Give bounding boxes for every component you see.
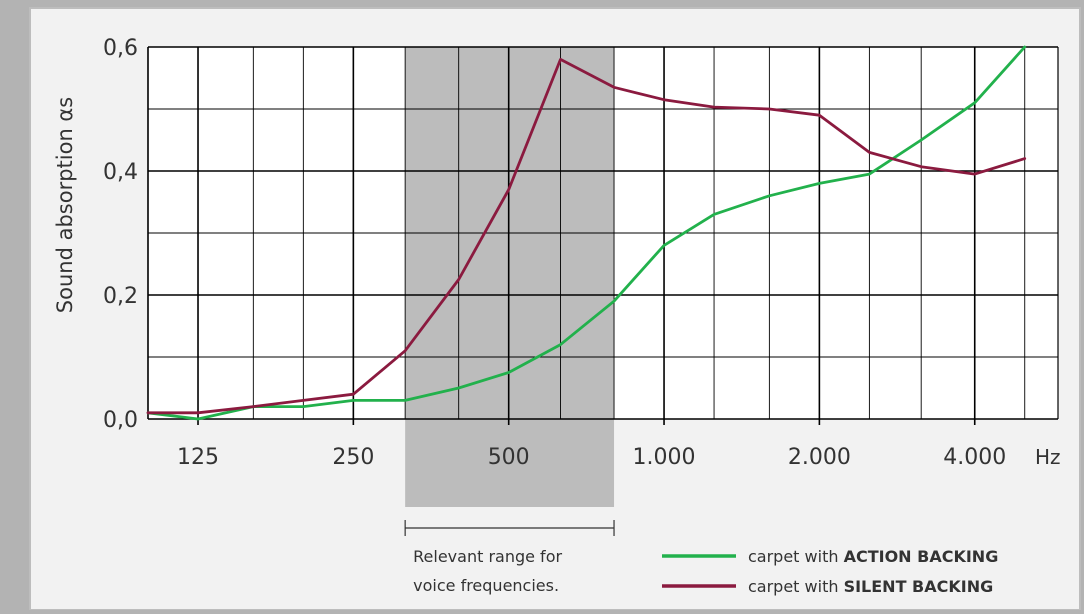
x-tick-label: 125 (177, 445, 219, 470)
x-tick-label: 4.000 (943, 445, 1006, 470)
legend-entry-prefix: carpet with (748, 577, 844, 596)
x-tick-label: 500 (488, 445, 530, 470)
x-unit-label: Hz (1035, 445, 1061, 469)
legend-entry: carpet with SILENT BACKING (748, 577, 993, 596)
y-tick-label: 0,4 (103, 160, 138, 185)
x-tick-label: 1.000 (633, 445, 696, 470)
legend-entry: carpet with ACTION BACKING (748, 547, 998, 566)
bracket-label-line: voice frequencies. (413, 576, 559, 595)
y-tick-label: 0,2 (103, 284, 138, 309)
y-axis-label: Sound absorption αs (53, 97, 77, 313)
y-tick-label: 0,6 (103, 36, 138, 61)
series-line-action-backing (146, 45, 1027, 421)
legend-entry-bold: SILENT BACKING (844, 577, 994, 596)
x-tick-label: 250 (332, 445, 374, 470)
legend-entry-prefix: carpet with (748, 547, 844, 566)
x-tick-label: 2.000 (788, 445, 851, 470)
y-tick-label: 0,0 (103, 408, 138, 433)
legend-entry-bold: ACTION BACKING (844, 547, 999, 566)
series-line-silent-backing (146, 58, 1027, 415)
bracket-label-line: Relevant range for (413, 547, 562, 566)
